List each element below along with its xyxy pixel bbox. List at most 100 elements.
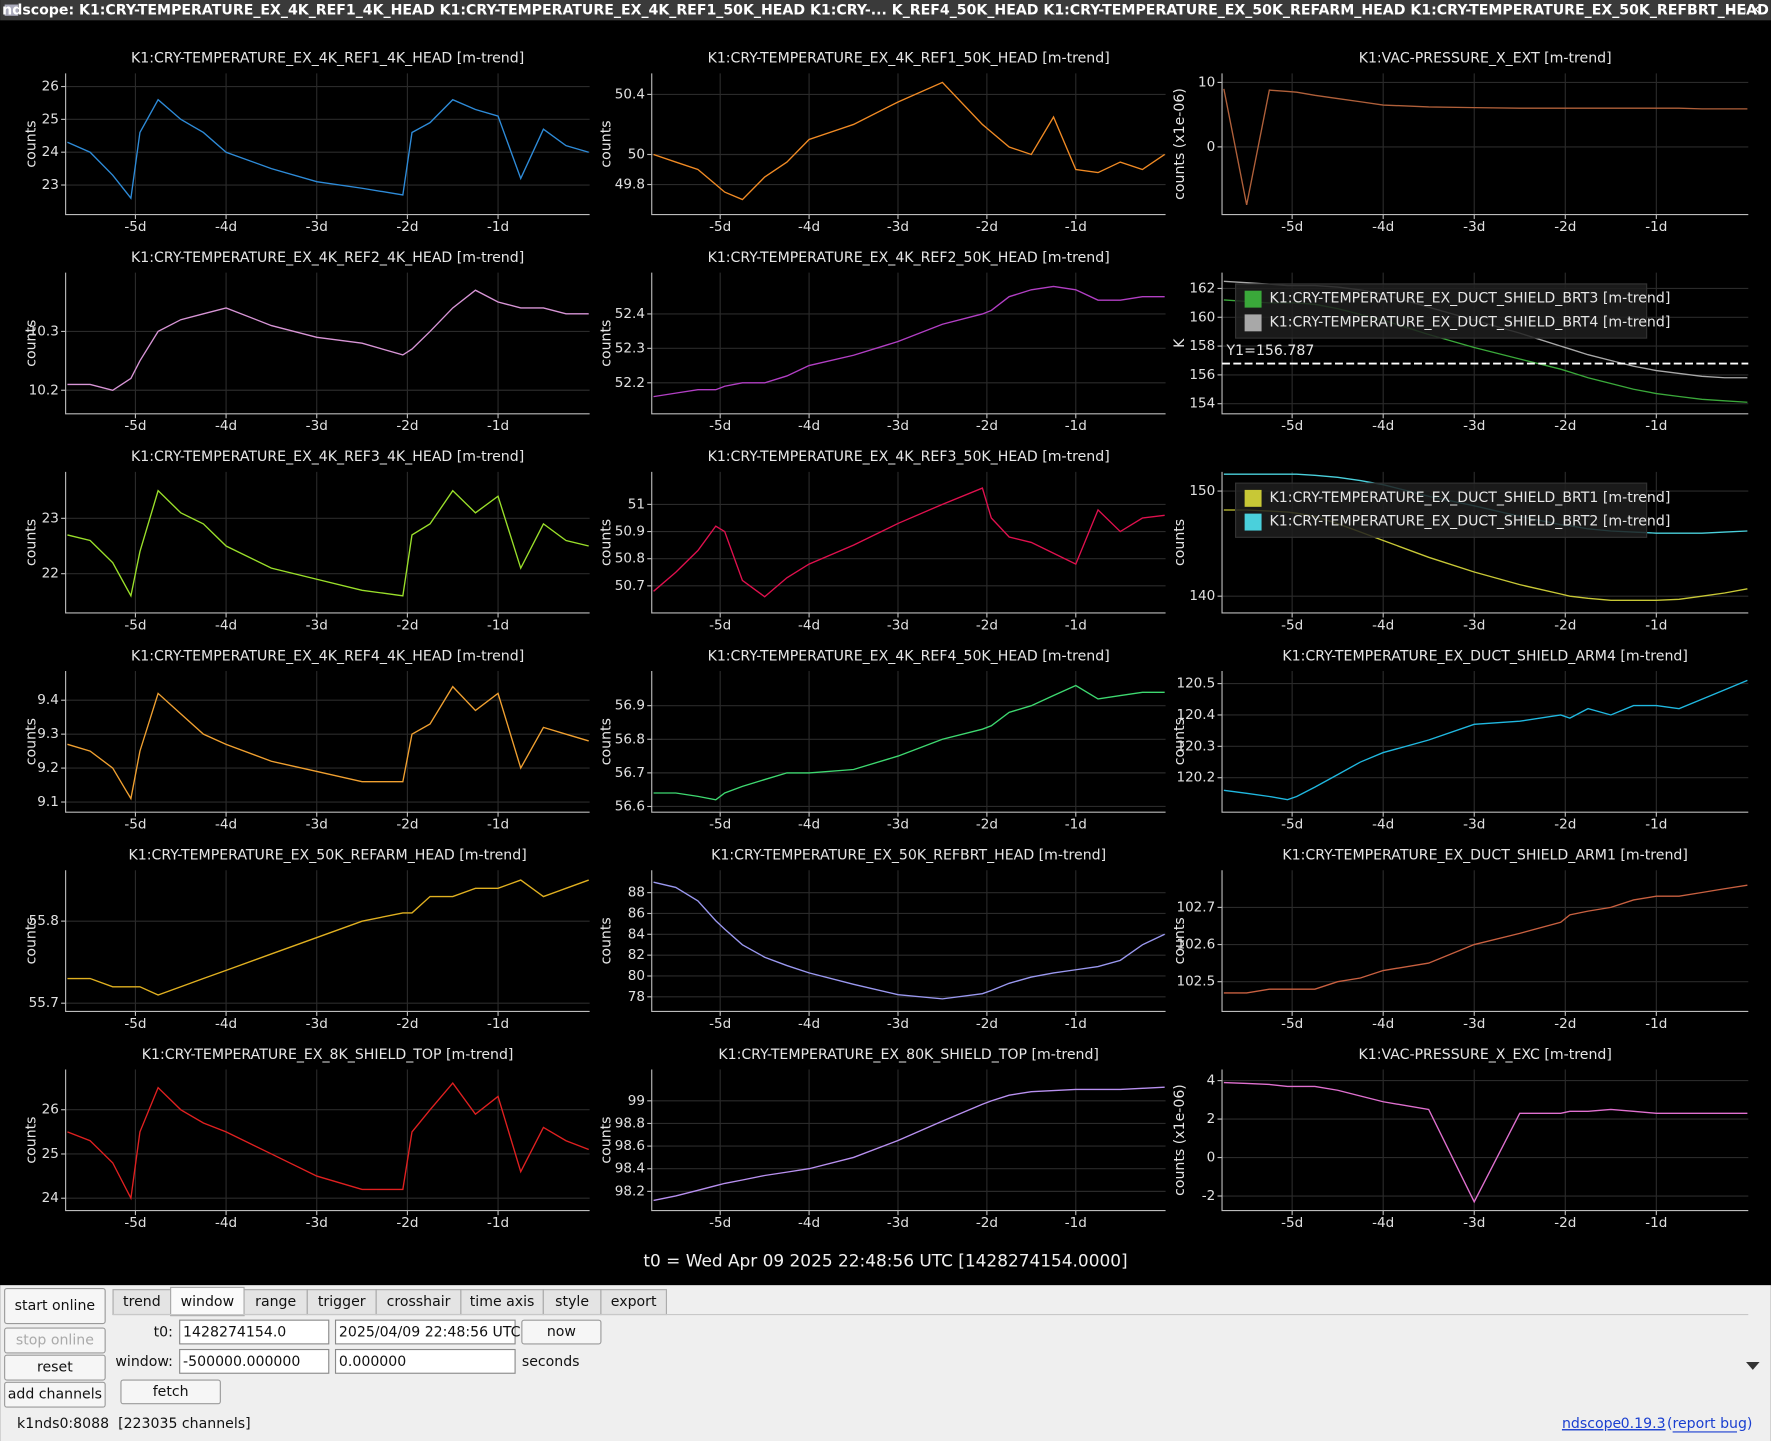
y-tick-label: -2	[1202, 1188, 1216, 1204]
y-tick-label: 86	[628, 905, 645, 921]
input-value[interactable]: 2025/04/09 22:48:56 UTC	[339, 1325, 521, 1341]
tab-label[interactable]: export	[611, 1294, 657, 1310]
x-tick-label: -4d	[1372, 219, 1394, 235]
trace	[653, 684, 1165, 801]
x-tick-label: -1d	[1645, 817, 1667, 833]
tab-label[interactable]: window	[181, 1294, 235, 1310]
title-bar	[0, 0, 1771, 21]
y-tick-label: 56.6	[615, 798, 645, 814]
x-tick-label: -1d	[1065, 617, 1087, 633]
x-tick-label: -3d	[306, 219, 328, 235]
x-tick-label: -3d	[306, 1016, 328, 1032]
trace	[67, 289, 589, 392]
fetch-button[interactable]	[120, 1379, 221, 1405]
now-button[interactable]	[521, 1319, 602, 1345]
y-tick-label: 154	[1189, 396, 1215, 412]
y-tick-label: 25	[42, 111, 59, 127]
side-button[interactable]	[4, 1287, 106, 1325]
x-tick-label: -2d	[1554, 1016, 1576, 1032]
input-value[interactable]: -500000.000000	[183, 1354, 300, 1370]
axis-frame	[651, 471, 1166, 614]
app-link[interactable]: ndscope	[1562, 1416, 1621, 1432]
x-tick-label: -5d	[1281, 817, 1303, 833]
axis-frame	[651, 1069, 1166, 1212]
y-tick-label: 24	[42, 144, 59, 160]
side-button-label[interactable]: start online	[15, 1298, 95, 1314]
y-axis-label: K	[1172, 338, 1188, 348]
x-tick-label: -3d	[1463, 418, 1485, 434]
side-button[interactable]	[4, 1354, 106, 1381]
window-buttons[interactable]: – ▫ ✕	[1728, 2, 1761, 17]
x-tick-label: -4d	[1372, 1016, 1394, 1032]
fetch-button-label[interactable]: fetch	[153, 1384, 189, 1400]
input-value[interactable]: 1428274154.0	[183, 1325, 286, 1341]
tab-label[interactable]: trigger	[318, 1294, 366, 1310]
scroll-arrow[interactable]	[1746, 1361, 1760, 1370]
x-tick-label: -3d	[1463, 617, 1485, 633]
text-input[interactable]	[334, 1319, 516, 1345]
x-tick-label: -5d	[1281, 1215, 1303, 1231]
text-input[interactable]	[334, 1348, 516, 1374]
side-button-label[interactable]: add channels	[8, 1387, 102, 1403]
report-link[interactable]: (report bug)	[1667, 1416, 1752, 1432]
tab[interactable]	[542, 1289, 602, 1316]
text-input[interactable]	[179, 1348, 330, 1374]
x-tick-label: -3d	[887, 817, 909, 833]
trace	[653, 881, 1165, 1000]
x-tick-label: -5d	[1281, 617, 1303, 633]
y-tick-label: 9.3	[37, 726, 59, 742]
tab[interactable]	[112, 1289, 172, 1316]
y-tick-label: 102.5	[1176, 974, 1215, 990]
window-title: ndscope: K1:CRY-TEMPERATURE_EX_4K_REF1_4…	[2, 3, 1769, 19]
x-tick-label: -5d	[124, 219, 146, 235]
axis-frame	[65, 73, 590, 216]
y-axis-label: counts (x1e-06)	[1172, 1084, 1188, 1196]
legend-label: K1:CRY-TEMPERATURE_EX_DUCT_SHIELD_BRT1 […	[1269, 490, 1670, 506]
plot-title: K1:CRY-TEMPERATURE_EX_8K_SHIELD_TOP [m-t…	[142, 1047, 514, 1063]
legend-box	[1235, 283, 1648, 339]
axis-frame	[1221, 471, 1749, 614]
tab[interactable]	[460, 1289, 544, 1316]
x-tick-label: -4d	[215, 219, 237, 235]
x-tick-label: -1d	[487, 617, 509, 633]
axis-frame	[65, 1069, 590, 1212]
side-button[interactable]	[4, 1381, 106, 1408]
tab[interactable]	[170, 1286, 245, 1317]
field-label: window:	[115, 1354, 173, 1370]
app-icon	[4, 4, 19, 16]
x-tick-label: -5d	[124, 1016, 146, 1032]
y-axis-label: counts	[599, 519, 615, 566]
tab-label[interactable]: time axis	[470, 1294, 535, 1310]
side-button-label[interactable]: reset	[37, 1360, 73, 1376]
x-tick-label: -3d	[306, 1215, 328, 1231]
now-button-label[interactable]: now	[547, 1324, 576, 1340]
tab-label[interactable]: crosshair	[387, 1294, 451, 1310]
x-tick-label: -5d	[124, 817, 146, 833]
plot-title: K1:CRY-TEMPERATURE_EX_80K_SHIELD_TOP [m-…	[718, 1047, 1099, 1063]
tab-label[interactable]: style	[555, 1294, 589, 1310]
x-tick-label: -5d	[124, 617, 146, 633]
y-tick-label: 23	[42, 510, 59, 526]
y-axis-label: counts	[24, 120, 40, 167]
y-tick-label: 9.1	[37, 794, 59, 810]
version-link[interactable]: 0.19.3	[1621, 1416, 1666, 1432]
legend-swatch	[1244, 314, 1262, 332]
axis-frame	[65, 272, 590, 415]
x-tick-label: -3d	[887, 617, 909, 633]
tab-label[interactable]: range	[255, 1294, 296, 1310]
trace	[1223, 1081, 1748, 1204]
x-tick-label: -2d	[396, 219, 418, 235]
side-button	[4, 1327, 106, 1354]
y-axis-label: counts	[1172, 718, 1188, 765]
text-input[interactable]	[179, 1319, 330, 1345]
input-value[interactable]: 0.000000	[339, 1354, 406, 1370]
y-axis-label: counts	[599, 120, 615, 167]
y-tick-label: 120.4	[1176, 707, 1215, 723]
y-tick-label: 80	[628, 968, 645, 984]
tab[interactable]	[306, 1289, 377, 1316]
x-tick-label: -5d	[1281, 1016, 1303, 1032]
tab[interactable]	[600, 1289, 667, 1316]
x-tick-label: -3d	[1463, 817, 1485, 833]
tab-label[interactable]: trend	[123, 1294, 161, 1310]
y-tick-label: 120.2	[1176, 770, 1215, 786]
